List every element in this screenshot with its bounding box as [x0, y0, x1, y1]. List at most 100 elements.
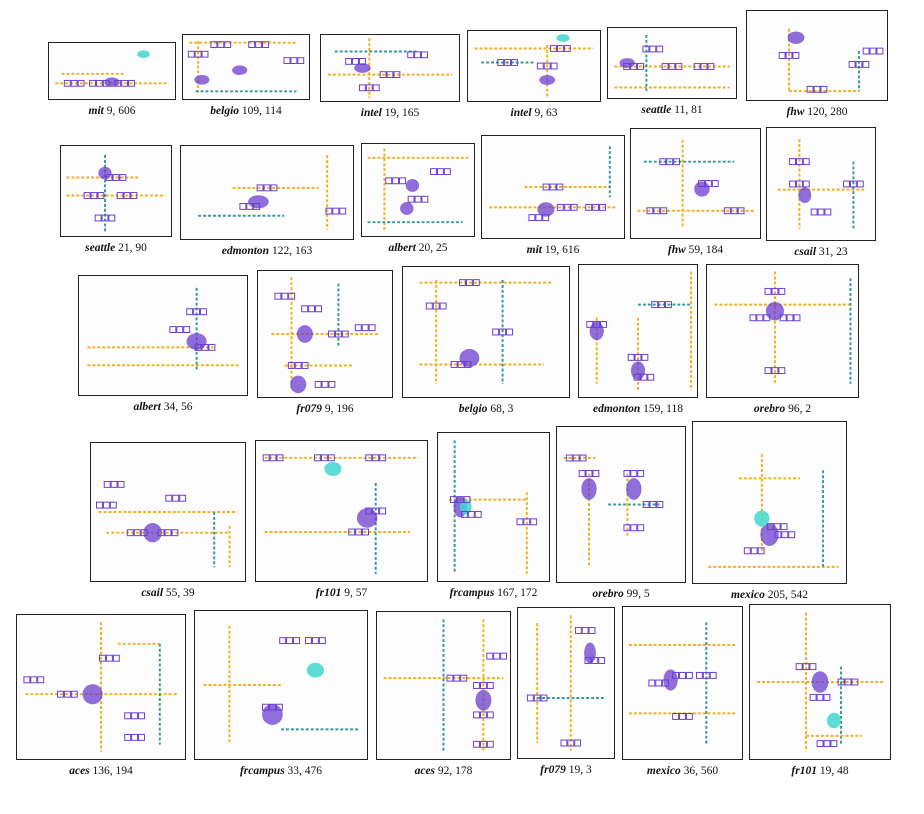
map-panel: fr101 9, 57	[255, 440, 428, 606]
pose-marker	[572, 454, 580, 462]
map-image	[194, 610, 368, 760]
map-plot	[66, 154, 166, 232]
panel-caption: fr079 19, 3	[517, 764, 615, 776]
map-image	[60, 145, 172, 237]
pose-marker	[642, 501, 650, 508]
pose-marker	[876, 47, 884, 55]
pose-marker	[535, 214, 543, 222]
map-plot	[383, 619, 508, 752]
pose-marker	[792, 52, 800, 59]
map-plot	[563, 454, 664, 567]
pose-marker	[556, 183, 564, 191]
cyan-scan-cluster	[556, 34, 570, 42]
pose-marker	[172, 494, 180, 502]
map-image	[376, 611, 511, 760]
pose-marker	[246, 203, 254, 210]
pose-marker	[592, 470, 600, 477]
pose-marker	[549, 183, 557, 191]
dataset-name: mexico	[731, 589, 765, 601]
pose-marker	[119, 174, 127, 181]
pose-marker	[414, 51, 422, 59]
pose-marker	[486, 711, 494, 719]
frame-pair: 159, 118	[643, 403, 683, 415]
pose-marker	[637, 470, 645, 477]
cyan-scan-cluster	[306, 662, 324, 678]
pose-marker	[795, 158, 803, 166]
panel-caption: mit 19, 616	[481, 244, 625, 256]
pose-marker	[599, 203, 606, 211]
pose-marker	[526, 694, 534, 702]
pose-marker	[464, 361, 472, 368]
dataset-name: seattle	[85, 242, 116, 254]
map-plot	[23, 622, 177, 752]
pose-marker	[849, 180, 857, 188]
pose-marker	[210, 41, 218, 48]
pose-marker	[97, 192, 105, 199]
pose-marker	[723, 207, 731, 215]
pose-marker	[467, 510, 475, 518]
dataset-name: csail	[141, 587, 164, 599]
pose-marker	[592, 203, 600, 211]
pose-marker	[95, 79, 103, 87]
pose-marker	[586, 320, 594, 328]
pose-marker	[325, 207, 333, 215]
pose-marker	[665, 301, 672, 309]
pose-marker	[685, 712, 693, 720]
dataset-name: mit	[88, 105, 104, 117]
dataset-name: edmonton	[593, 403, 641, 415]
pose-marker	[659, 158, 667, 166]
pose-marker	[138, 712, 145, 720]
pose-marker	[305, 637, 312, 645]
pose-marker	[355, 528, 363, 536]
pose-marker	[109, 501, 117, 509]
pose-marker	[105, 174, 113, 181]
pose-marker	[556, 45, 564, 52]
pose-marker	[283, 57, 291, 64]
map-panel: albert 34, 56	[78, 275, 248, 420]
pose-marker	[556, 203, 564, 211]
pose-marker	[126, 529, 134, 537]
pose-marker	[449, 496, 457, 504]
map-panel: frcampus 33, 476	[194, 610, 368, 784]
pose-marker	[660, 207, 668, 215]
pose-marker	[37, 676, 45, 684]
map-plot	[708, 454, 839, 568]
pose-marker	[672, 712, 680, 720]
pose-marker	[630, 524, 638, 532]
map-panel: fr101 19, 48	[749, 604, 891, 784]
pose-marker	[550, 62, 558, 70]
frame-pair: 9, 63	[534, 107, 558, 119]
pose-marker	[460, 510, 468, 518]
map-image	[578, 264, 698, 398]
pose-marker	[450, 361, 458, 368]
pose-marker	[224, 41, 232, 48]
pose-marker	[365, 84, 373, 92]
pose-marker	[268, 703, 276, 711]
pose-marker	[392, 177, 400, 185]
pose-marker	[368, 324, 376, 332]
pose-marker	[585, 203, 593, 211]
map-panel: belgio 68, 3	[402, 266, 570, 422]
pose-marker	[124, 733, 132, 741]
pose-marker	[286, 637, 294, 645]
pose-marker	[764, 367, 772, 375]
pose-marker	[200, 308, 207, 316]
pose-marker	[648, 679, 656, 687]
frame-pair: 19, 165	[384, 107, 420, 119]
pose-marker	[623, 470, 631, 477]
map-plot	[419, 279, 553, 385]
pose-marker	[749, 314, 757, 322]
map-image	[16, 614, 186, 760]
map-panel: intel 19, 165	[320, 34, 460, 126]
pose-marker	[89, 79, 96, 87]
pose-marker	[372, 454, 380, 462]
pose-cluster	[354, 63, 371, 73]
pose-marker	[70, 690, 78, 698]
panel-caption: albert 34, 56	[78, 401, 248, 413]
pose-marker	[379, 507, 387, 515]
pose-marker	[57, 690, 64, 698]
pose-marker	[533, 694, 541, 702]
pose-marker	[169, 326, 177, 333]
pose-marker	[778, 367, 786, 375]
map-image	[630, 128, 761, 239]
